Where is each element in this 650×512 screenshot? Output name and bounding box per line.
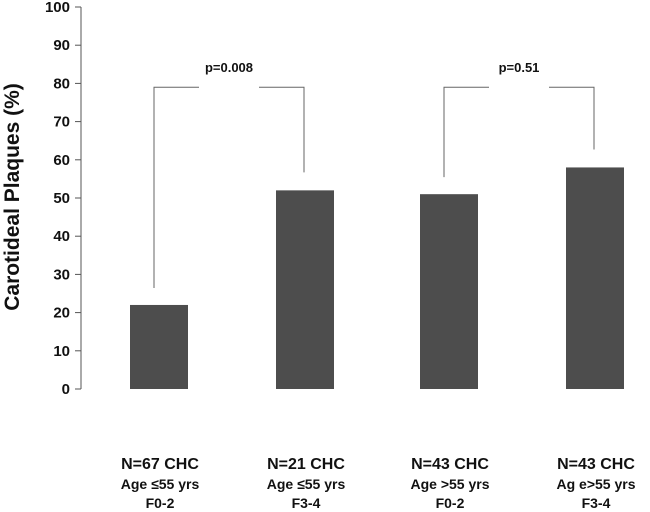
y-tick-label: 60 [53,152,70,169]
category-label-line3: F0-2 [146,495,175,511]
bar [420,194,478,389]
y-axis-label: Carotideal Plaques (%) [1,83,24,311]
y-tick-label: 70 [53,114,70,131]
bracket-line [549,86,595,150]
category-label-line1: N=21 CHC [267,456,345,473]
bar [276,190,334,389]
y-axis: 0 10 20 30 40 50 60 70 80 90 100 [45,0,82,398]
category-label-line1: N=67 CHC [121,456,199,473]
x-axis-labels: N=67 CHC Age ≤55 yrs F0-2 N=21 CHC Age ≤55 y… [121,456,636,511]
y-tick-label: 30 [53,266,70,283]
y-tick-label: 10 [53,343,70,360]
category-label-line2: Age >55 yrs [411,476,490,492]
y-tick-label: 90 [53,37,70,54]
category-label-line2: Age ≤55 yrs [267,476,346,492]
category-label-line1: N=43 CHC [557,456,635,473]
y-tick-label: 100 [45,0,70,16]
y-tick-label: 80 [53,75,70,92]
category-label-line3: F0-2 [436,495,465,511]
y-tick-label: 40 [53,228,70,245]
bar [130,304,188,389]
category-label-line1: N=43 CHC [411,456,489,473]
category-label-line2: Age ≤55 yrs [121,476,200,492]
y-tick-label: 50 [53,190,70,207]
category-label-line3: F3-4 [582,495,611,511]
p-value-label: p=0.008 [205,60,253,75]
y-tick-label: 20 [53,305,70,322]
y-tick-label: 0 [62,381,70,398]
bracket-line [259,86,305,173]
bars [130,167,624,389]
p-value-label: p=0.51 [499,60,540,75]
category-label-line2: Ag e>55 yrs [557,476,636,492]
category-label-line3: F3-4 [292,495,321,511]
bracket-line [443,86,489,178]
significance-brackets: p=0.008 p=0.51 [153,60,595,288]
bracket-line [153,86,199,288]
bar [566,167,624,389]
